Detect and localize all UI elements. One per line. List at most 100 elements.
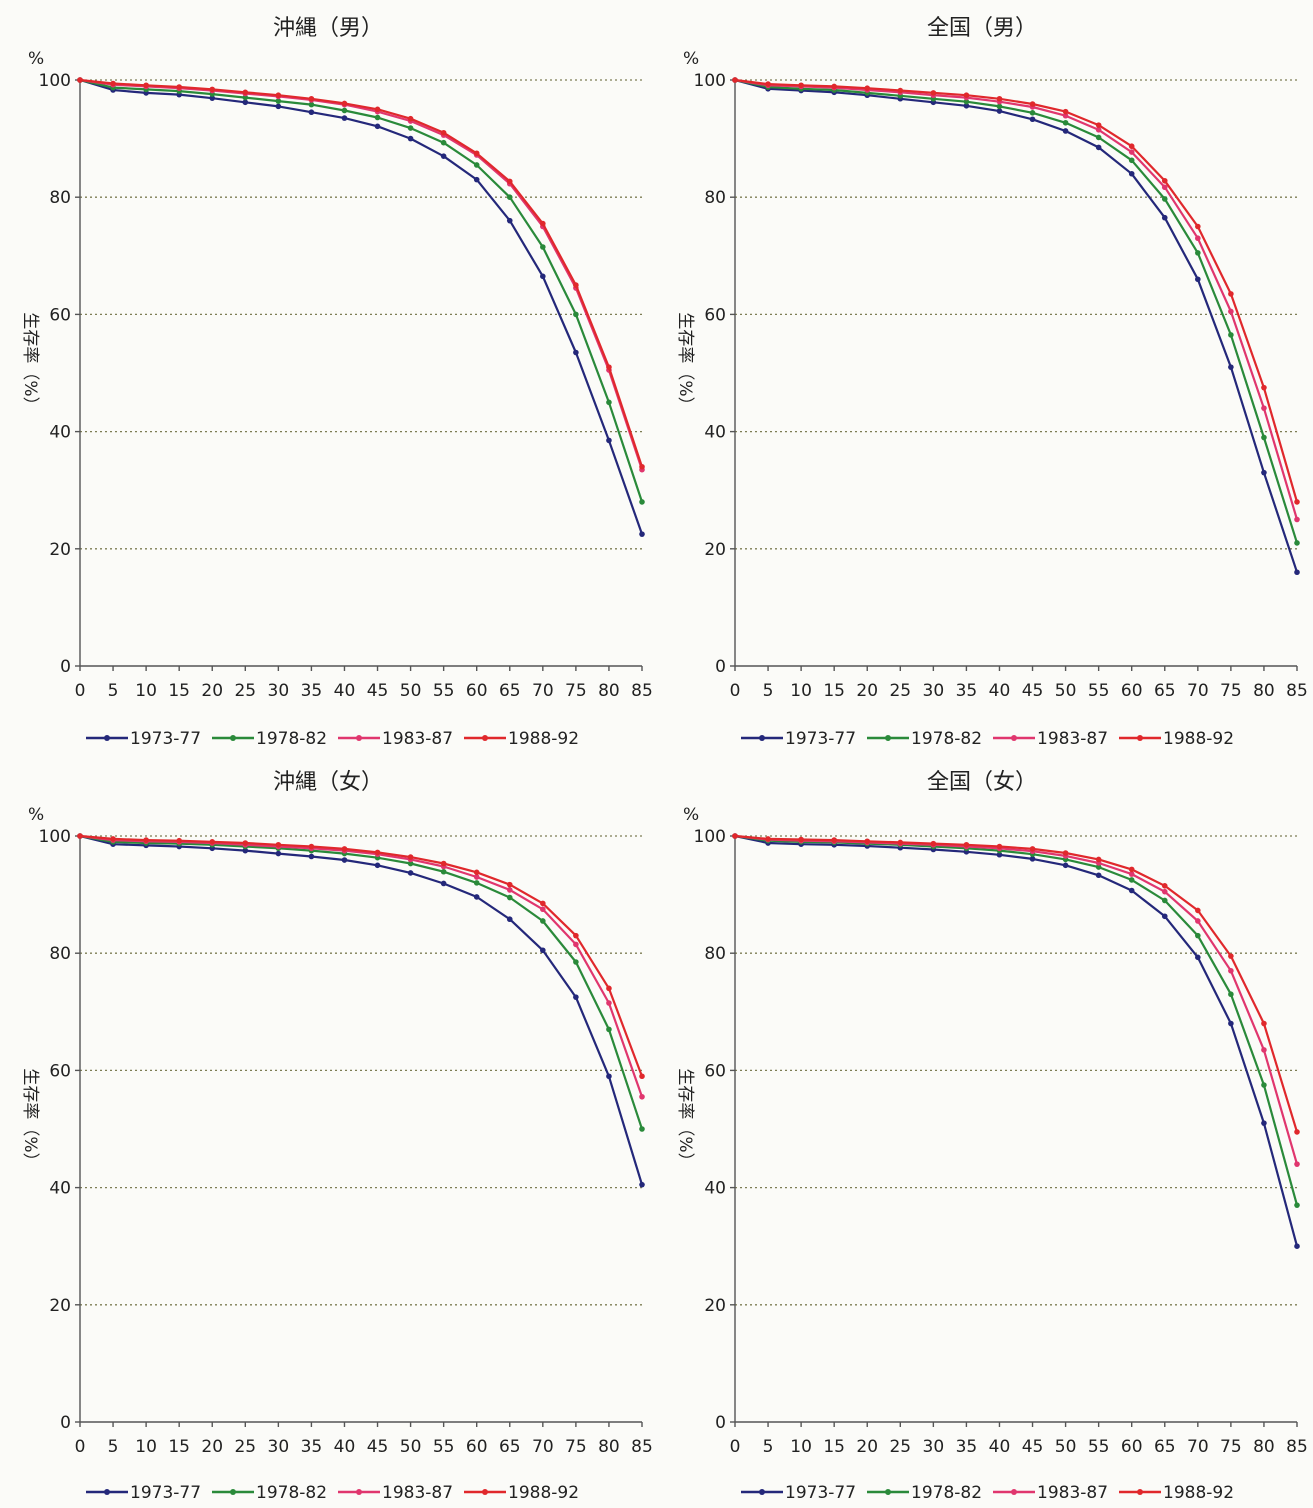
data-point bbox=[606, 1073, 612, 1080]
x-tick-label: 20 bbox=[201, 1437, 223, 1457]
x-tick-label: 55 bbox=[1088, 681, 1110, 701]
data-point bbox=[440, 153, 447, 159]
data-point bbox=[1128, 887, 1135, 894]
series-line bbox=[734, 78, 1299, 573]
data-point bbox=[996, 843, 1003, 850]
x-tick-label: 10 bbox=[790, 1437, 812, 1457]
data-point bbox=[506, 881, 513, 888]
y-tick-label: 0 bbox=[60, 657, 71, 677]
data-point bbox=[639, 1181, 645, 1188]
legend-swatch-marker bbox=[230, 735, 236, 741]
data-point bbox=[1228, 991, 1234, 998]
data-point bbox=[473, 880, 480, 886]
data-point bbox=[473, 176, 480, 183]
data-point bbox=[639, 531, 645, 537]
x-tick-label: 70 bbox=[1187, 1437, 1209, 1457]
series-1983-87 bbox=[77, 77, 645, 473]
data-point bbox=[440, 880, 447, 887]
y-tick-label: 40 bbox=[704, 1179, 726, 1199]
data-point bbox=[606, 985, 612, 992]
chart-title: 沖縄（女） bbox=[273, 770, 383, 795]
x-tick-label: 30 bbox=[923, 681, 945, 701]
series-line bbox=[734, 78, 1299, 544]
legend-swatch-marker bbox=[482, 735, 488, 741]
x-tick-label: 50 bbox=[1055, 681, 1077, 701]
data-point bbox=[1228, 953, 1234, 959]
data-point bbox=[732, 77, 738, 83]
data-point bbox=[308, 109, 315, 116]
data-point bbox=[831, 83, 837, 90]
series-line bbox=[734, 78, 1299, 503]
data-point bbox=[1161, 214, 1168, 221]
data-point bbox=[275, 92, 282, 99]
legend-item: 1983-87 bbox=[993, 729, 1108, 749]
data-point bbox=[1128, 866, 1135, 873]
x-tick-label: 65 bbox=[499, 1437, 521, 1457]
legend-item: 1973-77 bbox=[86, 1483, 201, 1503]
chart-panel-1: 沖縄（男）% 生存率（%） 0 20 40 60 80 100 0 5 10 15 20 25 30 35 40… bbox=[20, 16, 653, 749]
x-tick-label: 50 bbox=[1055, 1437, 1077, 1457]
data-point bbox=[573, 282, 579, 288]
x-tick-label: 15 bbox=[823, 681, 845, 701]
x-tick-label: 30 bbox=[268, 681, 290, 701]
data-point bbox=[765, 836, 771, 842]
x-tick-label: 55 bbox=[433, 681, 455, 701]
data-point bbox=[473, 869, 480, 876]
series-line bbox=[79, 78, 644, 471]
data-point bbox=[1161, 897, 1168, 904]
y-tick-label: 100 bbox=[694, 71, 726, 91]
data-point bbox=[1029, 110, 1036, 116]
series-line bbox=[79, 78, 644, 503]
data-point bbox=[1261, 1120, 1267, 1126]
data-point bbox=[1029, 846, 1036, 852]
data-point bbox=[440, 860, 447, 867]
y-unit-label: % bbox=[683, 805, 699, 825]
data-point bbox=[242, 847, 249, 854]
legend-swatch-marker bbox=[230, 1489, 236, 1495]
legend-label: 1983-87 bbox=[1037, 729, 1108, 749]
data-point bbox=[606, 364, 612, 370]
data-point bbox=[110, 836, 116, 842]
data-point bbox=[440, 868, 447, 875]
legend-label: 1978-82 bbox=[256, 729, 327, 749]
data-point bbox=[473, 894, 480, 900]
series-line bbox=[734, 834, 1299, 1165]
series-line bbox=[734, 834, 1299, 1206]
data-point bbox=[1062, 108, 1069, 115]
legend-label: 1983-87 bbox=[1037, 1483, 1108, 1503]
legend-swatch-marker bbox=[1011, 1489, 1017, 1495]
legend-item: 1988-92 bbox=[1119, 729, 1234, 749]
x-tick-label: 50 bbox=[400, 681, 422, 701]
data-point bbox=[1195, 276, 1201, 283]
x-tick-label: 15 bbox=[823, 1437, 845, 1457]
data-point bbox=[473, 150, 480, 157]
chart-title: 全国（男） bbox=[927, 16, 1037, 41]
data-point bbox=[1195, 250, 1201, 256]
data-point bbox=[1228, 1020, 1234, 1027]
data-point bbox=[242, 89, 249, 96]
x-tick-label: 60 bbox=[466, 1437, 488, 1457]
x-tick-label: 10 bbox=[135, 681, 157, 701]
data-point bbox=[1261, 1020, 1267, 1027]
data-point bbox=[1029, 856, 1036, 862]
data-point bbox=[1095, 864, 1102, 870]
x-tick-label: 5 bbox=[763, 681, 774, 701]
x-tick-label: 35 bbox=[956, 1437, 978, 1457]
data-point bbox=[374, 849, 381, 856]
data-point bbox=[1261, 1047, 1267, 1053]
data-point bbox=[341, 107, 348, 114]
data-point bbox=[1161, 184, 1168, 191]
x-tick-label: 0 bbox=[75, 1437, 86, 1457]
x-tick-label: 80 bbox=[1253, 681, 1275, 701]
data-point bbox=[1161, 883, 1168, 889]
data-point bbox=[1128, 149, 1135, 155]
legend-swatch-marker bbox=[356, 735, 362, 741]
data-point bbox=[573, 932, 579, 939]
data-point bbox=[1294, 516, 1300, 523]
legend-swatch-marker bbox=[1137, 1489, 1143, 1495]
legend-label: 1983-87 bbox=[382, 1483, 453, 1503]
x-tick-label: 60 bbox=[466, 681, 488, 701]
data-point bbox=[930, 840, 937, 847]
x-tick-label: 25 bbox=[234, 1437, 256, 1457]
data-point bbox=[209, 839, 216, 845]
